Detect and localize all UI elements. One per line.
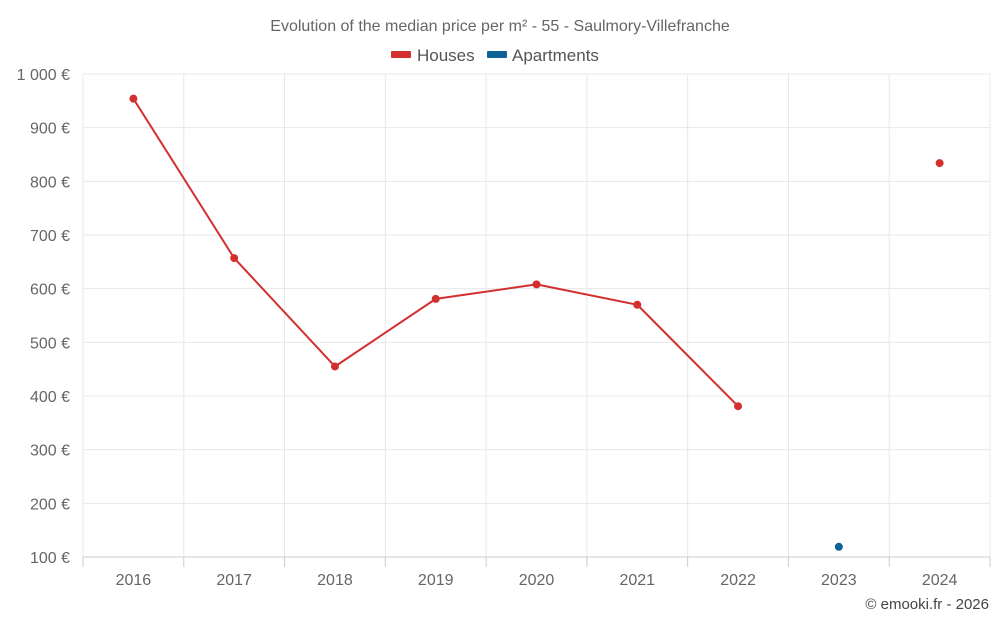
legend-item-houses[interactable]: Houses <box>391 46 475 65</box>
houses-point-2019[interactable] <box>431 294 440 303</box>
houses-point-2024[interactable] <box>935 159 944 168</box>
x-tick-label: 2022 <box>720 572 756 589</box>
legend-item-apartments[interactable]: Apartments <box>487 46 599 65</box>
x-tick-label: 2019 <box>418 572 454 589</box>
x-tick-label: 2021 <box>619 572 655 589</box>
y-tick-label: 500 € <box>30 335 70 352</box>
y-tick-label: 100 € <box>30 550 70 567</box>
legend: Houses Apartments <box>391 46 599 65</box>
credit-text: © emooki.fr - 2026 <box>865 596 989 613</box>
legend-swatch-apartments <box>487 51 507 58</box>
y-tick-label: 300 € <box>30 443 70 460</box>
gridlines <box>82 73 991 557</box>
houses-point-2018[interactable] <box>330 362 339 371</box>
y-tick-label: 1 000 € <box>17 67 70 84</box>
x-tick-label: 2023 <box>821 572 857 589</box>
y-tick-label: 900 € <box>30 121 70 138</box>
houses-point-2017[interactable] <box>230 254 239 263</box>
y-tick-label: 600 € <box>30 282 70 299</box>
y-tick-label: 400 € <box>30 389 70 406</box>
x-tick-label: 2017 <box>216 572 252 589</box>
y-tick-label: 800 € <box>30 174 70 191</box>
y-tick-label: 200 € <box>30 496 70 513</box>
houses-point-2022[interactable] <box>734 402 743 411</box>
houses-point-2016[interactable] <box>129 94 138 103</box>
legend-label-apartments: Apartments <box>512 46 599 65</box>
y-tick-label: 700 € <box>30 228 70 245</box>
chart-title: Evolution of the median price per m² - 5… <box>270 18 730 35</box>
legend-label-houses: Houses <box>417 46 475 65</box>
houses-series-line <box>132 98 739 407</box>
legend-swatch-houses <box>391 51 411 58</box>
houses-point-2020[interactable] <box>532 280 541 289</box>
x-tick-label: 2018 <box>317 572 353 589</box>
x-tick-label: 2020 <box>519 572 555 589</box>
axes: 100 € 200 € 300 € 400 € 500 € 600 € 700 € 800 €… <box>17 67 991 589</box>
apartments-point-2023[interactable] <box>834 542 843 551</box>
series-plot <box>129 94 944 551</box>
x-tick-label: 2024 <box>922 572 958 589</box>
x-tick-label: 2016 <box>116 572 152 589</box>
houses-point-2021[interactable] <box>633 300 642 309</box>
